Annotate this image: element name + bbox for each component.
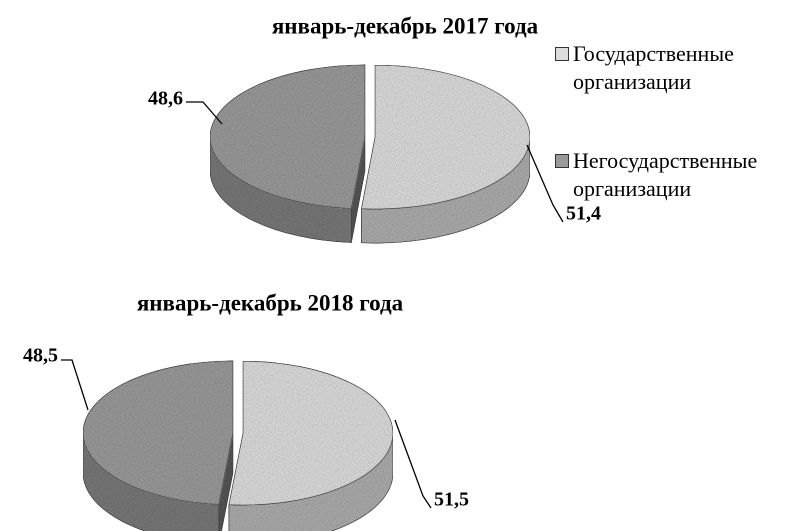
data-label: 51,4 [566,203,601,225]
legend-swatch [555,154,569,168]
slice [228,360,394,506]
slice [360,64,531,210]
data-label: 51,5 [434,489,469,511]
slice [82,360,234,505]
data-label: 48,5 [23,345,58,367]
leader-line [394,419,432,509]
slice [209,64,366,210]
chart-title: январь-декабрь 2017 года [272,13,539,38]
legend-swatch [555,47,569,61]
chart-title: январь-декабрь 2018 года [137,290,404,315]
data-label: 48,6 [148,88,183,110]
leader-line [526,144,564,223]
legend-label: Государственные организации [573,41,734,94]
leader-line [61,359,89,411]
legend-label: Негосударственные организации [573,148,758,201]
leader-line [186,101,223,125]
